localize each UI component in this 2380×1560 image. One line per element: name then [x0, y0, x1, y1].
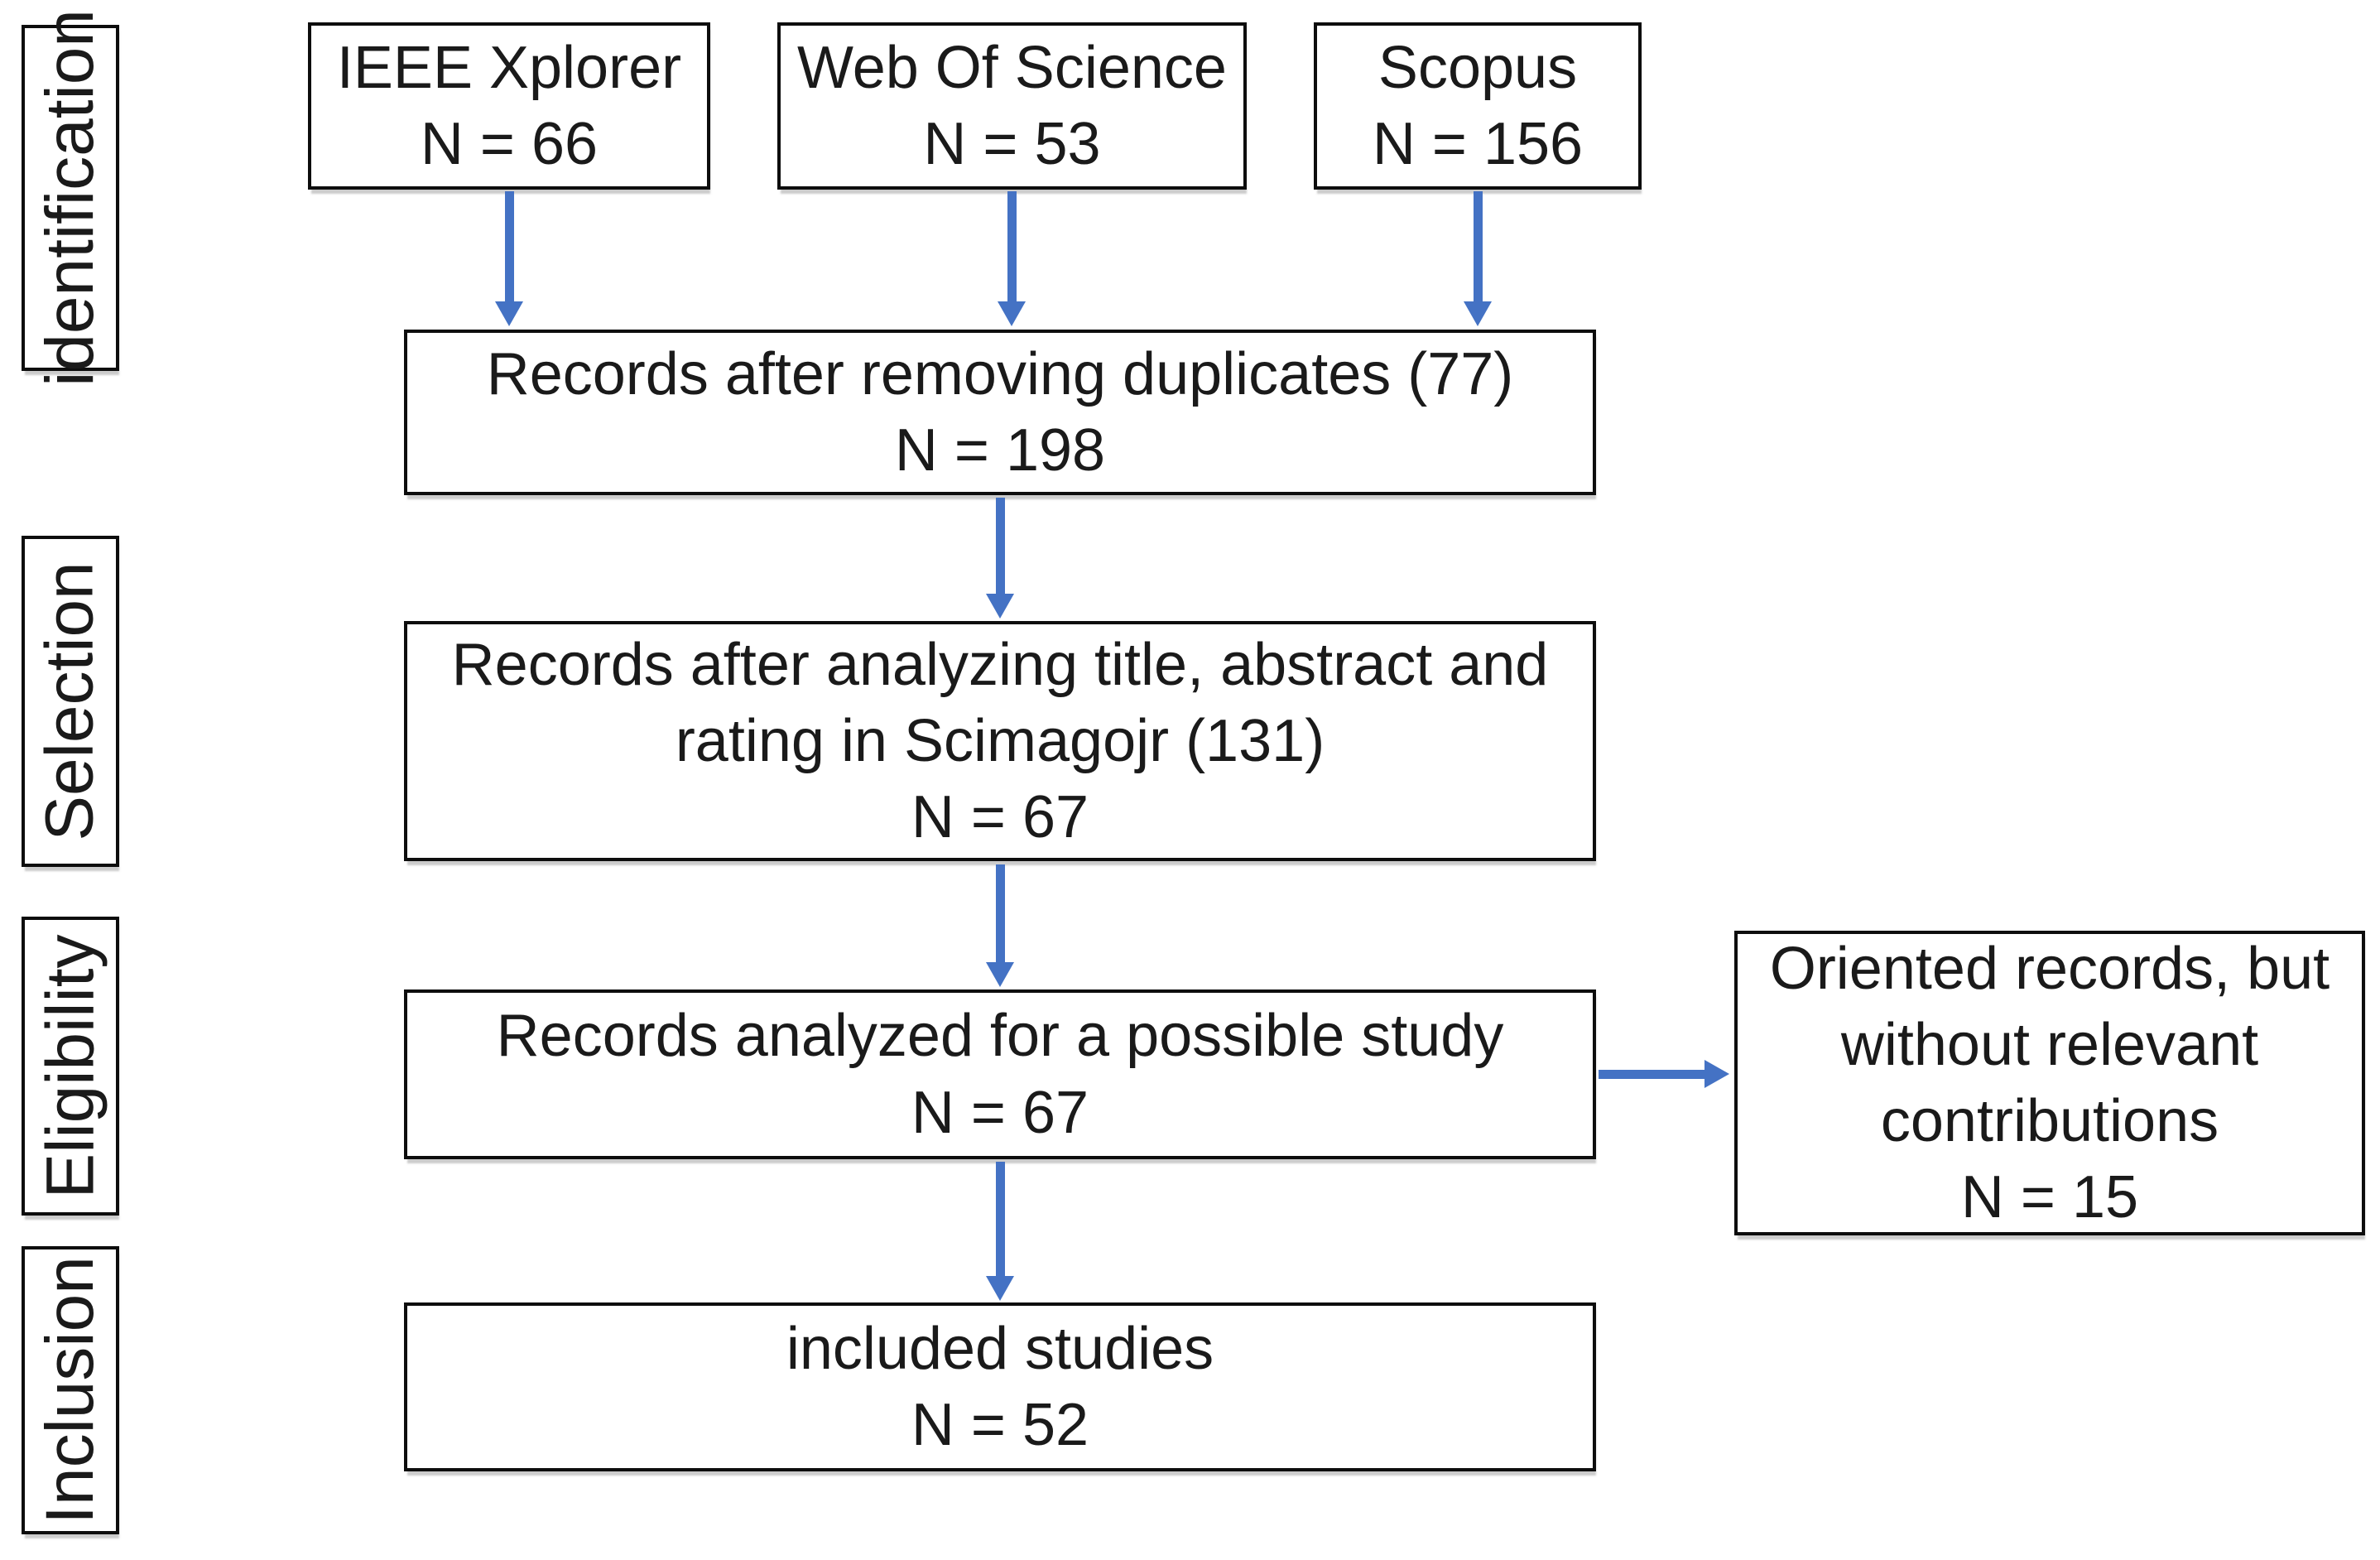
- flow-box-line: Records after analyzing title, abstract …: [451, 631, 1549, 698]
- stage-box-selection: Selection: [22, 536, 119, 867]
- arrow-down-duplicates-to-screening: [986, 498, 1014, 619]
- arrow-stem: [1599, 1069, 1704, 1079]
- arrow-stem: [995, 498, 1005, 594]
- flow-box-duplicates-removed: Records after removing duplicates (77) N…: [404, 330, 1596, 495]
- stage-label-identification: identification: [32, 9, 108, 387]
- stage-label-inclusion: Inclusion: [32, 1256, 108, 1524]
- flow-box-full-analysis: Records analyzed for a possible study N …: [404, 989, 1596, 1159]
- arrow-stem: [504, 191, 514, 301]
- arrow-right-analysis-to-excluded: [1599, 1060, 1729, 1088]
- source-count-scopus: N = 156: [1372, 111, 1584, 177]
- stage-label-eligibility: Eligibility: [32, 934, 108, 1198]
- flow-box-line: included studies: [786, 1315, 1214, 1382]
- flow-box-count: N = 52: [911, 1392, 1089, 1458]
- source-name-web-of-science: Web Of Science: [797, 34, 1227, 101]
- flow-box-count: N = 67: [911, 784, 1089, 851]
- source-box-scopus: Scopus N = 156: [1314, 22, 1642, 190]
- flow-box-line: without relevant: [1840, 1011, 2259, 1078]
- arrow-down-scopus-to-duplicates: [1464, 191, 1492, 326]
- arrow-stem: [1473, 191, 1483, 301]
- stage-box-identification: identification: [22, 9, 119, 387]
- flow-box-count: N = 198: [894, 417, 1106, 484]
- arrow-down-wos-to-duplicates: [998, 191, 1026, 326]
- source-count-web-of-science: N = 53: [923, 111, 1101, 177]
- source-name-scopus: Scopus: [1378, 34, 1578, 101]
- flow-box-count: N = 15: [1960, 1164, 2139, 1231]
- flow-box-included: included studies N = 52: [404, 1302, 1596, 1471]
- flow-box-line: Records analyzed for a possible study: [496, 1003, 1504, 1070]
- flow-box-line: rating in Scimagojr (131): [675, 707, 1325, 774]
- source-box-web-of-science: Web Of Science N = 53: [777, 22, 1247, 190]
- flow-box-line: Records after removing duplicates (77): [486, 340, 1514, 407]
- arrow-stem: [1007, 191, 1017, 301]
- arrow-stem: [995, 864, 1005, 962]
- arrow-head-down-icon: [986, 962, 1014, 987]
- flow-box-line: Oriented records, but: [1769, 935, 2330, 1002]
- stage-label-selection: Selection: [32, 561, 108, 841]
- flow-box-count: N = 67: [911, 1079, 1089, 1146]
- flow-box-excluded: Oriented records, but without relevant c…: [1734, 931, 2365, 1235]
- source-name-ieee-xplorer: IEEE Xplorer: [336, 34, 682, 101]
- arrow-head-down-icon: [998, 301, 1026, 326]
- flow-box-line: contributions: [1880, 1088, 2219, 1154]
- arrow-head-down-icon: [1464, 301, 1492, 326]
- source-box-ieee-xplorer: IEEE Xplorer N = 66: [308, 22, 710, 190]
- source-count-ieee-xplorer: N = 66: [420, 111, 599, 177]
- flow-box-title-abstract-screen: Records after analyzing title, abstract …: [404, 621, 1596, 861]
- arrow-stem: [995, 1162, 1005, 1276]
- stage-box-eligibility: Eligibility: [22, 917, 119, 1216]
- arrow-down-analysis-to-included: [986, 1162, 1014, 1301]
- arrow-down-screening-to-analysis: [986, 864, 1014, 987]
- arrow-head-down-icon: [986, 594, 1014, 619]
- arrow-head-down-icon: [986, 1276, 1014, 1301]
- arrow-head-down-icon: [495, 301, 523, 326]
- arrow-down-ieee-to-duplicates: [495, 191, 523, 326]
- stage-box-inclusion: Inclusion: [22, 1246, 119, 1534]
- arrow-head-right-icon: [1704, 1060, 1729, 1088]
